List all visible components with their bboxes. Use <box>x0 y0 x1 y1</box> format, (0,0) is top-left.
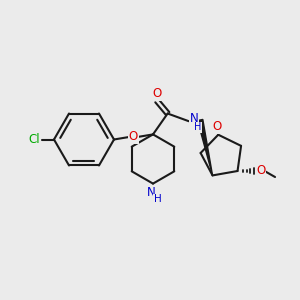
Text: Cl: Cl <box>29 133 40 146</box>
Text: H: H <box>154 194 162 204</box>
Text: O: O <box>129 130 138 143</box>
Text: N: N <box>147 186 156 199</box>
Text: H: H <box>194 122 202 132</box>
Polygon shape <box>197 119 212 176</box>
Text: N: N <box>190 112 199 125</box>
Text: O: O <box>152 87 162 100</box>
Text: O: O <box>256 164 266 177</box>
Text: O: O <box>212 120 221 133</box>
